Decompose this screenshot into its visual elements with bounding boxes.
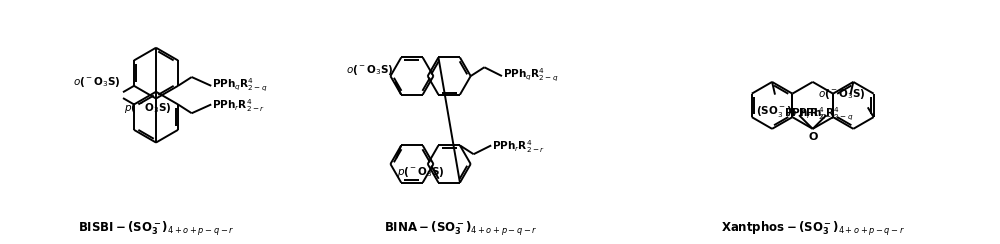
Text: PPh$_r$R$^4_{2-r}$: PPh$_r$R$^4_{2-r}$ bbox=[492, 138, 545, 155]
Text: $o$($^-$O$_3$S): $o$($^-$O$_3$S) bbox=[818, 88, 866, 102]
Text: $o$($^-$O$_3$S): $o$($^-$O$_3$S) bbox=[346, 63, 393, 77]
Text: $\mathbf{BINA-(SO_3^-)}$$_{\mathit{4+o+p-q-r}}$: $\mathbf{BINA-(SO_3^-)}$$_{\mathit{4+o+p… bbox=[384, 221, 538, 238]
Text: $p$($^-$O$_3$S): $p$($^-$O$_3$S) bbox=[397, 165, 445, 179]
Text: PPh$_q$R$^4_{2-q}$: PPh$_q$R$^4_{2-q}$ bbox=[503, 66, 558, 84]
Text: PPh$_r$R$^4_{2-r}$: PPh$_r$R$^4_{2-r}$ bbox=[212, 97, 265, 114]
Text: PPh$_r$R$^4_{2-r}$: PPh$_r$R$^4_{2-r}$ bbox=[784, 105, 837, 122]
Text: $\mathbf{Xantphos-(SO_3^-)}$$_{\mathit{4+o+p-q-r}}$: $\mathbf{Xantphos-(SO_3^-)}$$_{\mathit{4… bbox=[721, 221, 905, 238]
Text: O: O bbox=[808, 132, 817, 142]
Text: $p$($^-$O$_3$S): $p$($^-$O$_3$S) bbox=[124, 101, 172, 115]
Text: $\mathbf{BISBI-(SO_3^-)}$$_{\mathit{4+o+p-q-r}}$: $\mathbf{BISBI-(SO_3^-)}$$_{\mathit{4+o+… bbox=[78, 221, 234, 238]
Text: (SO$_3^-$)$_p$: (SO$_3^-$)$_p$ bbox=[756, 104, 797, 119]
Text: PPh$_q$R$^4_{2-q}$: PPh$_q$R$^4_{2-q}$ bbox=[212, 76, 268, 93]
Text: PPh$_q$R$^4_{2-q}$: PPh$_q$R$^4_{2-q}$ bbox=[798, 105, 854, 123]
Text: $o$($^-$O$_3$S): $o$($^-$O$_3$S) bbox=[73, 75, 121, 89]
